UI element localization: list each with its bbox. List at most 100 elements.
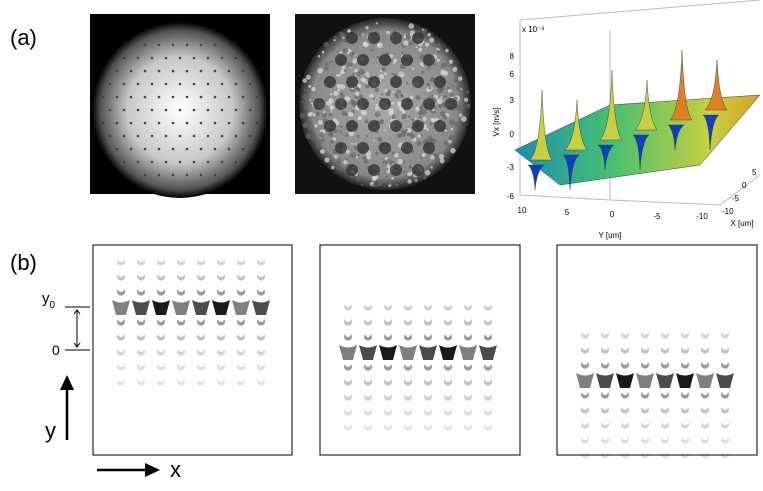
crescent bbox=[256, 274, 265, 281]
y-tick-label: 0 bbox=[610, 210, 615, 219]
speckle bbox=[317, 67, 324, 74]
speckle bbox=[309, 112, 314, 116]
dark-lobe bbox=[359, 345, 377, 360]
crescent bbox=[464, 409, 472, 416]
dot bbox=[129, 121, 133, 125]
dot bbox=[143, 121, 147, 125]
speckle bbox=[349, 175, 353, 179]
dot bbox=[248, 82, 252, 86]
spike bbox=[564, 99, 588, 151]
speckle bbox=[386, 30, 390, 35]
crescent bbox=[196, 334, 205, 341]
speckle bbox=[337, 88, 341, 92]
crescent bbox=[681, 347, 689, 354]
dot bbox=[220, 56, 224, 60]
crescent bbox=[116, 319, 125, 326]
speckle bbox=[353, 145, 358, 150]
crescent bbox=[681, 422, 689, 429]
arrow-head bbox=[145, 463, 160, 477]
dark-lobe bbox=[656, 373, 674, 388]
panel-label: (a) bbox=[10, 25, 37, 50]
dark-lobe bbox=[339, 345, 357, 360]
hole bbox=[313, 98, 325, 110]
speckle bbox=[450, 147, 456, 154]
crescent bbox=[581, 362, 589, 369]
hole bbox=[412, 76, 424, 88]
dot bbox=[227, 95, 231, 99]
speckle bbox=[391, 72, 395, 76]
dot bbox=[150, 82, 154, 86]
dot bbox=[143, 43, 147, 47]
dark-lobe bbox=[192, 300, 210, 315]
dot bbox=[171, 121, 175, 125]
hole bbox=[390, 120, 402, 132]
dot bbox=[164, 108, 168, 112]
speckle bbox=[379, 119, 385, 125]
speckle bbox=[371, 99, 374, 102]
z-tick-label: -6 bbox=[507, 192, 515, 201]
hole bbox=[401, 142, 413, 154]
z-axis-label: Vx [m/s] bbox=[492, 108, 501, 137]
crescent bbox=[661, 347, 669, 354]
speckle bbox=[431, 167, 435, 170]
speckle bbox=[357, 31, 364, 37]
dot bbox=[241, 69, 245, 73]
speckle bbox=[301, 100, 305, 104]
crescent bbox=[363, 424, 373, 431]
crescent bbox=[621, 452, 629, 459]
speckle bbox=[452, 66, 458, 72]
speckle bbox=[391, 60, 394, 63]
hole bbox=[368, 32, 380, 44]
crescent bbox=[464, 304, 472, 311]
dot bbox=[129, 147, 133, 151]
hole bbox=[423, 142, 435, 154]
crescent bbox=[621, 392, 629, 399]
dot bbox=[234, 56, 238, 60]
dark-lobe bbox=[419, 345, 437, 360]
speckle bbox=[425, 42, 430, 47]
crescent bbox=[681, 452, 689, 459]
crescent bbox=[383, 379, 392, 386]
crescent bbox=[641, 452, 649, 459]
crescent bbox=[701, 347, 709, 354]
dot bbox=[101, 121, 105, 125]
speckle bbox=[427, 65, 431, 70]
crescent bbox=[256, 319, 265, 326]
dot bbox=[248, 134, 252, 138]
dot bbox=[136, 56, 140, 60]
speckle bbox=[438, 103, 443, 109]
speckle bbox=[336, 158, 342, 164]
crescent bbox=[444, 379, 452, 386]
crescent bbox=[343, 304, 352, 311]
crescent bbox=[404, 364, 412, 371]
speckle bbox=[422, 116, 427, 121]
speckle bbox=[410, 134, 416, 139]
crescent bbox=[404, 409, 412, 416]
crescent bbox=[641, 407, 649, 414]
crescent bbox=[176, 274, 185, 281]
crescent bbox=[137, 379, 145, 386]
crescent bbox=[720, 392, 729, 399]
crescent bbox=[444, 364, 452, 371]
crescent bbox=[237, 319, 245, 326]
speckle bbox=[408, 115, 412, 119]
speckle bbox=[460, 88, 463, 91]
speckle bbox=[377, 42, 383, 49]
crescent bbox=[701, 332, 709, 339]
crescent bbox=[720, 362, 729, 369]
speckle bbox=[340, 36, 344, 40]
speckle bbox=[377, 136, 383, 143]
speckle bbox=[448, 134, 454, 140]
dot bbox=[136, 134, 140, 138]
speckle bbox=[443, 94, 447, 99]
hole bbox=[368, 164, 380, 176]
speckle bbox=[334, 154, 338, 159]
crescent bbox=[641, 332, 649, 339]
hole bbox=[412, 32, 424, 44]
crescent bbox=[484, 364, 492, 371]
speckle bbox=[392, 90, 395, 94]
crescent bbox=[581, 392, 589, 399]
crescent bbox=[237, 379, 245, 386]
speckle bbox=[330, 93, 333, 96]
